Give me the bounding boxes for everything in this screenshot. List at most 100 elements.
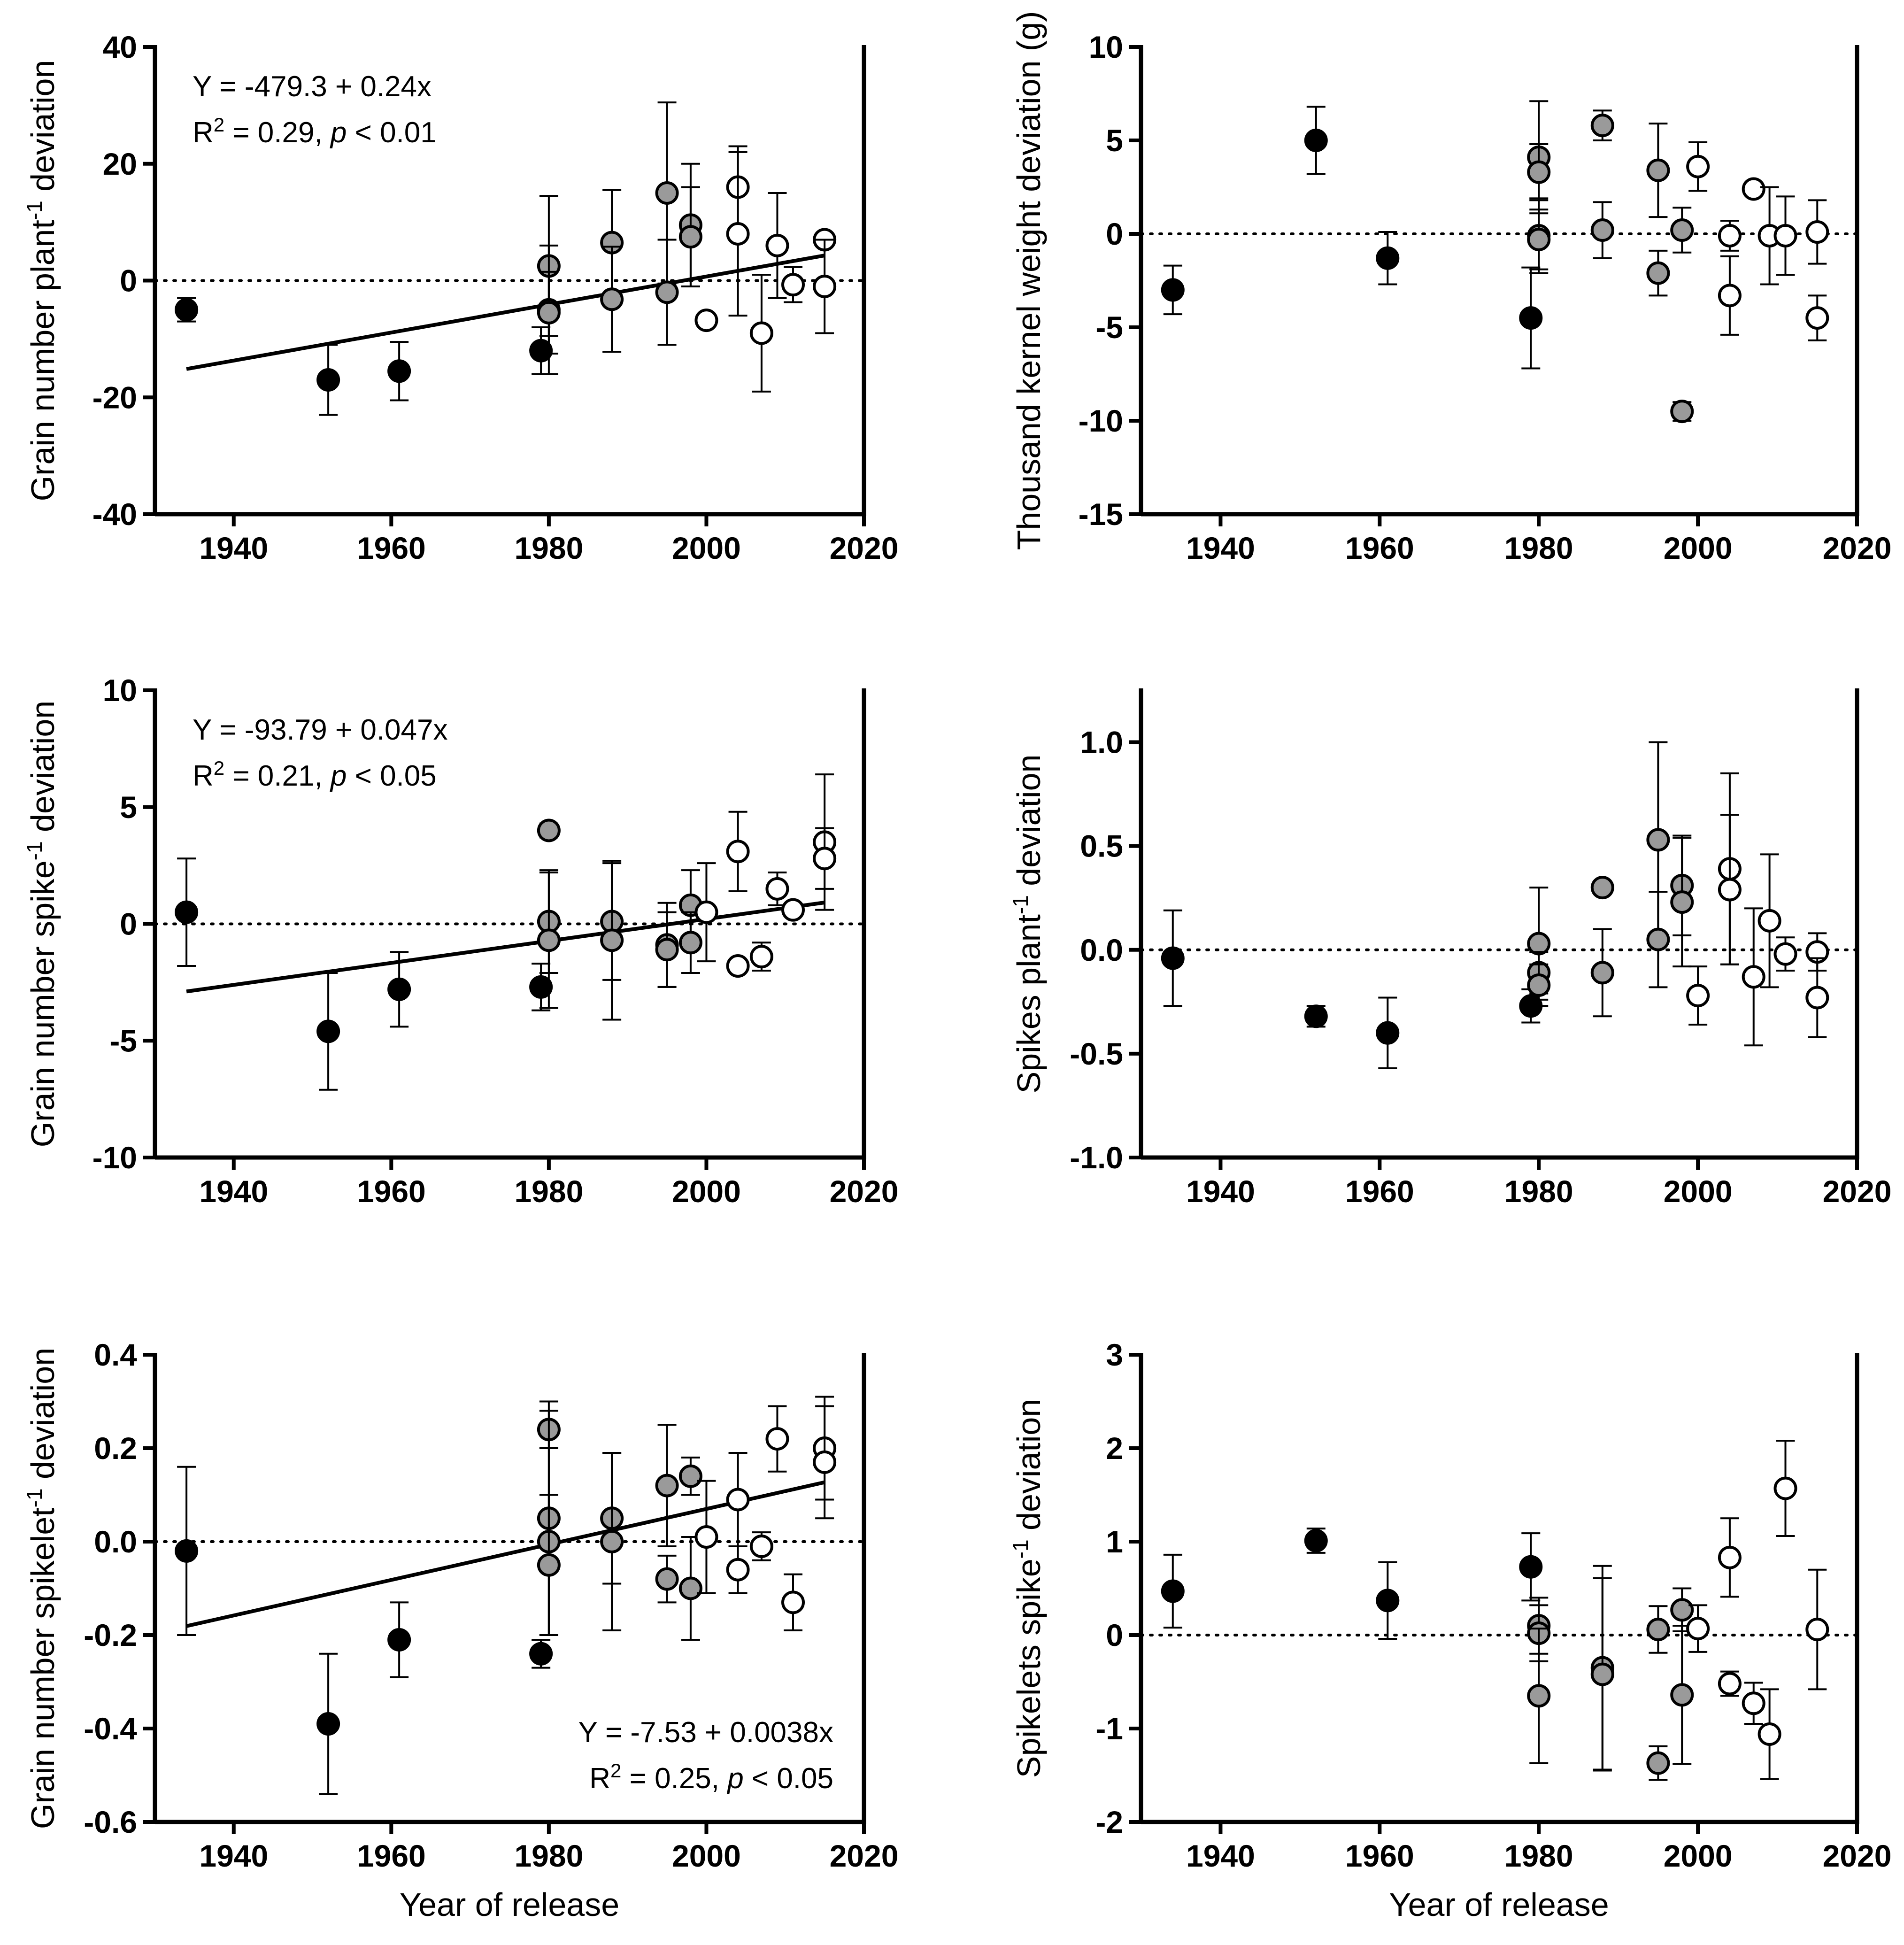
data-point-modern [1773, 942, 1797, 966]
stats-r: R [589, 1762, 610, 1795]
data-point-middle [1670, 890, 1694, 914]
y-axis-label-main: Spikelets spike [1010, 1559, 1047, 1778]
data-point-early [316, 368, 340, 392]
y-tick-label: 20 [103, 147, 137, 181]
data-point-early [316, 1712, 340, 1736]
y-tick-label: 5 [120, 790, 137, 825]
data-point-modern [1773, 224, 1797, 247]
data-point-modern [1805, 986, 1829, 1010]
data-point-modern [726, 840, 750, 864]
data-point-modern [749, 945, 773, 969]
data-point-modern [1718, 878, 1742, 902]
y-tick-label: 3 [1106, 1337, 1123, 1372]
regression-line [186, 254, 825, 371]
chart-panel-grain-number-spikelet: 1940 1960 1980 2000 2020 -0.6 -0.4 -0.2 0.0 0.2 0.… [22, 1337, 898, 1923]
y-tick-label: -10 [93, 1140, 137, 1175]
x-tick-label: 1980 [1504, 1838, 1573, 1873]
x-tick-label: 2020 [830, 1174, 899, 1209]
data-point-modern [694, 900, 718, 924]
data-point-middle [1670, 400, 1694, 424]
data-point-early [387, 1628, 411, 1652]
chart-panel-thousand-kernel-weight: 1940 1960 1980 2000 2020 -15 -10 -5 0 5 10 Thousand… [1010, 11, 1891, 565]
y-axis-label-superscript: -1 [22, 1488, 46, 1507]
data-point-middle [1646, 158, 1670, 182]
x-tick-label: 1980 [514, 531, 583, 565]
x-tick-label: 1940 [199, 1174, 268, 1209]
y-tick-label: 0 [120, 907, 137, 942]
x-tick-label: 1980 [1504, 1174, 1573, 1209]
x-tick-label: 1980 [514, 1838, 583, 1873]
data-point-middle [1527, 973, 1551, 997]
data-point-modern [1805, 1618, 1829, 1642]
data-point-early [1376, 1589, 1400, 1613]
stats-p-value: < 0.05 [347, 760, 436, 792]
data-point-middle [1590, 218, 1614, 242]
y-tick-label: 40 [103, 30, 137, 64]
data-point-modern [1773, 1476, 1797, 1500]
data-point-middle [1590, 961, 1614, 985]
y-tick-label: 0.0 [94, 1524, 137, 1559]
data-point-modern [726, 222, 750, 246]
stats-superscript: 2 [610, 1760, 621, 1782]
data-point-middle [1646, 1751, 1670, 1775]
stats-superscript: 2 [214, 114, 224, 136]
x-tick-label: 1940 [199, 1838, 268, 1873]
data-point-modern [1718, 1672, 1742, 1696]
x-tick-label: 1960 [357, 1838, 426, 1873]
regression-equation: Y = -479.3 + 0.24x [193, 70, 432, 103]
data-point-modern [765, 233, 789, 257]
y-tick-label: -0.2 [84, 1618, 137, 1652]
data-point-middle [655, 280, 679, 304]
data-point-middle [1670, 218, 1694, 242]
x-tick-label: 1940 [199, 531, 268, 565]
data-point-modern [781, 273, 805, 297]
x-tick-label: 1960 [357, 531, 426, 565]
stats-p-value: < 0.01 [347, 116, 436, 149]
y-tick-label: -1 [1095, 1711, 1123, 1746]
data-point-early [1519, 1555, 1543, 1579]
data-point-modern [813, 1450, 837, 1474]
data-point-modern [1718, 224, 1742, 247]
data-point-modern [1718, 1545, 1742, 1569]
x-tick-label: 1980 [1504, 531, 1573, 565]
data-point-middle [1590, 876, 1614, 900]
data-point-modern [726, 1488, 750, 1512]
y-tick-label: 0 [1106, 216, 1123, 251]
stats-r: R [193, 116, 214, 149]
stats-superscript: 2 [214, 757, 224, 779]
y-axis-label-tail: deviation [1010, 1399, 1047, 1540]
x-tick-label: 2000 [1664, 1838, 1733, 1873]
y-axis-label-main: Thousand kernel weight deviation (g) [1010, 11, 1047, 550]
data-point-middle [1670, 1683, 1694, 1707]
stats-r-squared: = 0.25, [621, 1762, 727, 1795]
data-point-early [1161, 1579, 1185, 1603]
data-point-middle [655, 181, 679, 205]
stats-r-squared: = 0.29, [224, 116, 331, 149]
data-point-modern [1758, 1722, 1781, 1746]
data-point-middle [1646, 261, 1670, 285]
y-axis-label: Spikelets spike-1 deviation [1008, 1399, 1047, 1778]
data-point-modern [781, 1590, 805, 1614]
data-point-early [1304, 1004, 1328, 1028]
data-point-early [175, 298, 199, 322]
y-tick-label: -20 [93, 380, 137, 415]
x-tick-label: 2000 [1664, 1174, 1733, 1209]
data-point-early [1519, 306, 1543, 330]
x-tick-label: 2000 [672, 1174, 741, 1209]
y-axis-label-main: Spikes plant [1010, 914, 1047, 1093]
x-tick-label: 2000 [672, 1838, 741, 1873]
data-point-middle [655, 938, 679, 962]
data-point-modern [1742, 177, 1765, 201]
data-point-modern [726, 954, 750, 978]
y-tick-label: 1 [1106, 1524, 1123, 1559]
data-point-middle [1670, 1598, 1694, 1622]
x-axis-label: Year of release [1389, 1886, 1609, 1923]
data-point-modern [749, 1534, 773, 1558]
regression-equation: Y = -7.53 + 0.0038x [578, 1716, 834, 1749]
y-tick-label: 0 [1106, 1618, 1123, 1652]
x-tick-label: 1940 [1186, 1174, 1255, 1209]
data-point-early [1376, 1021, 1400, 1045]
data-point-modern [1758, 909, 1781, 933]
y-tick-label: 0 [120, 263, 137, 298]
